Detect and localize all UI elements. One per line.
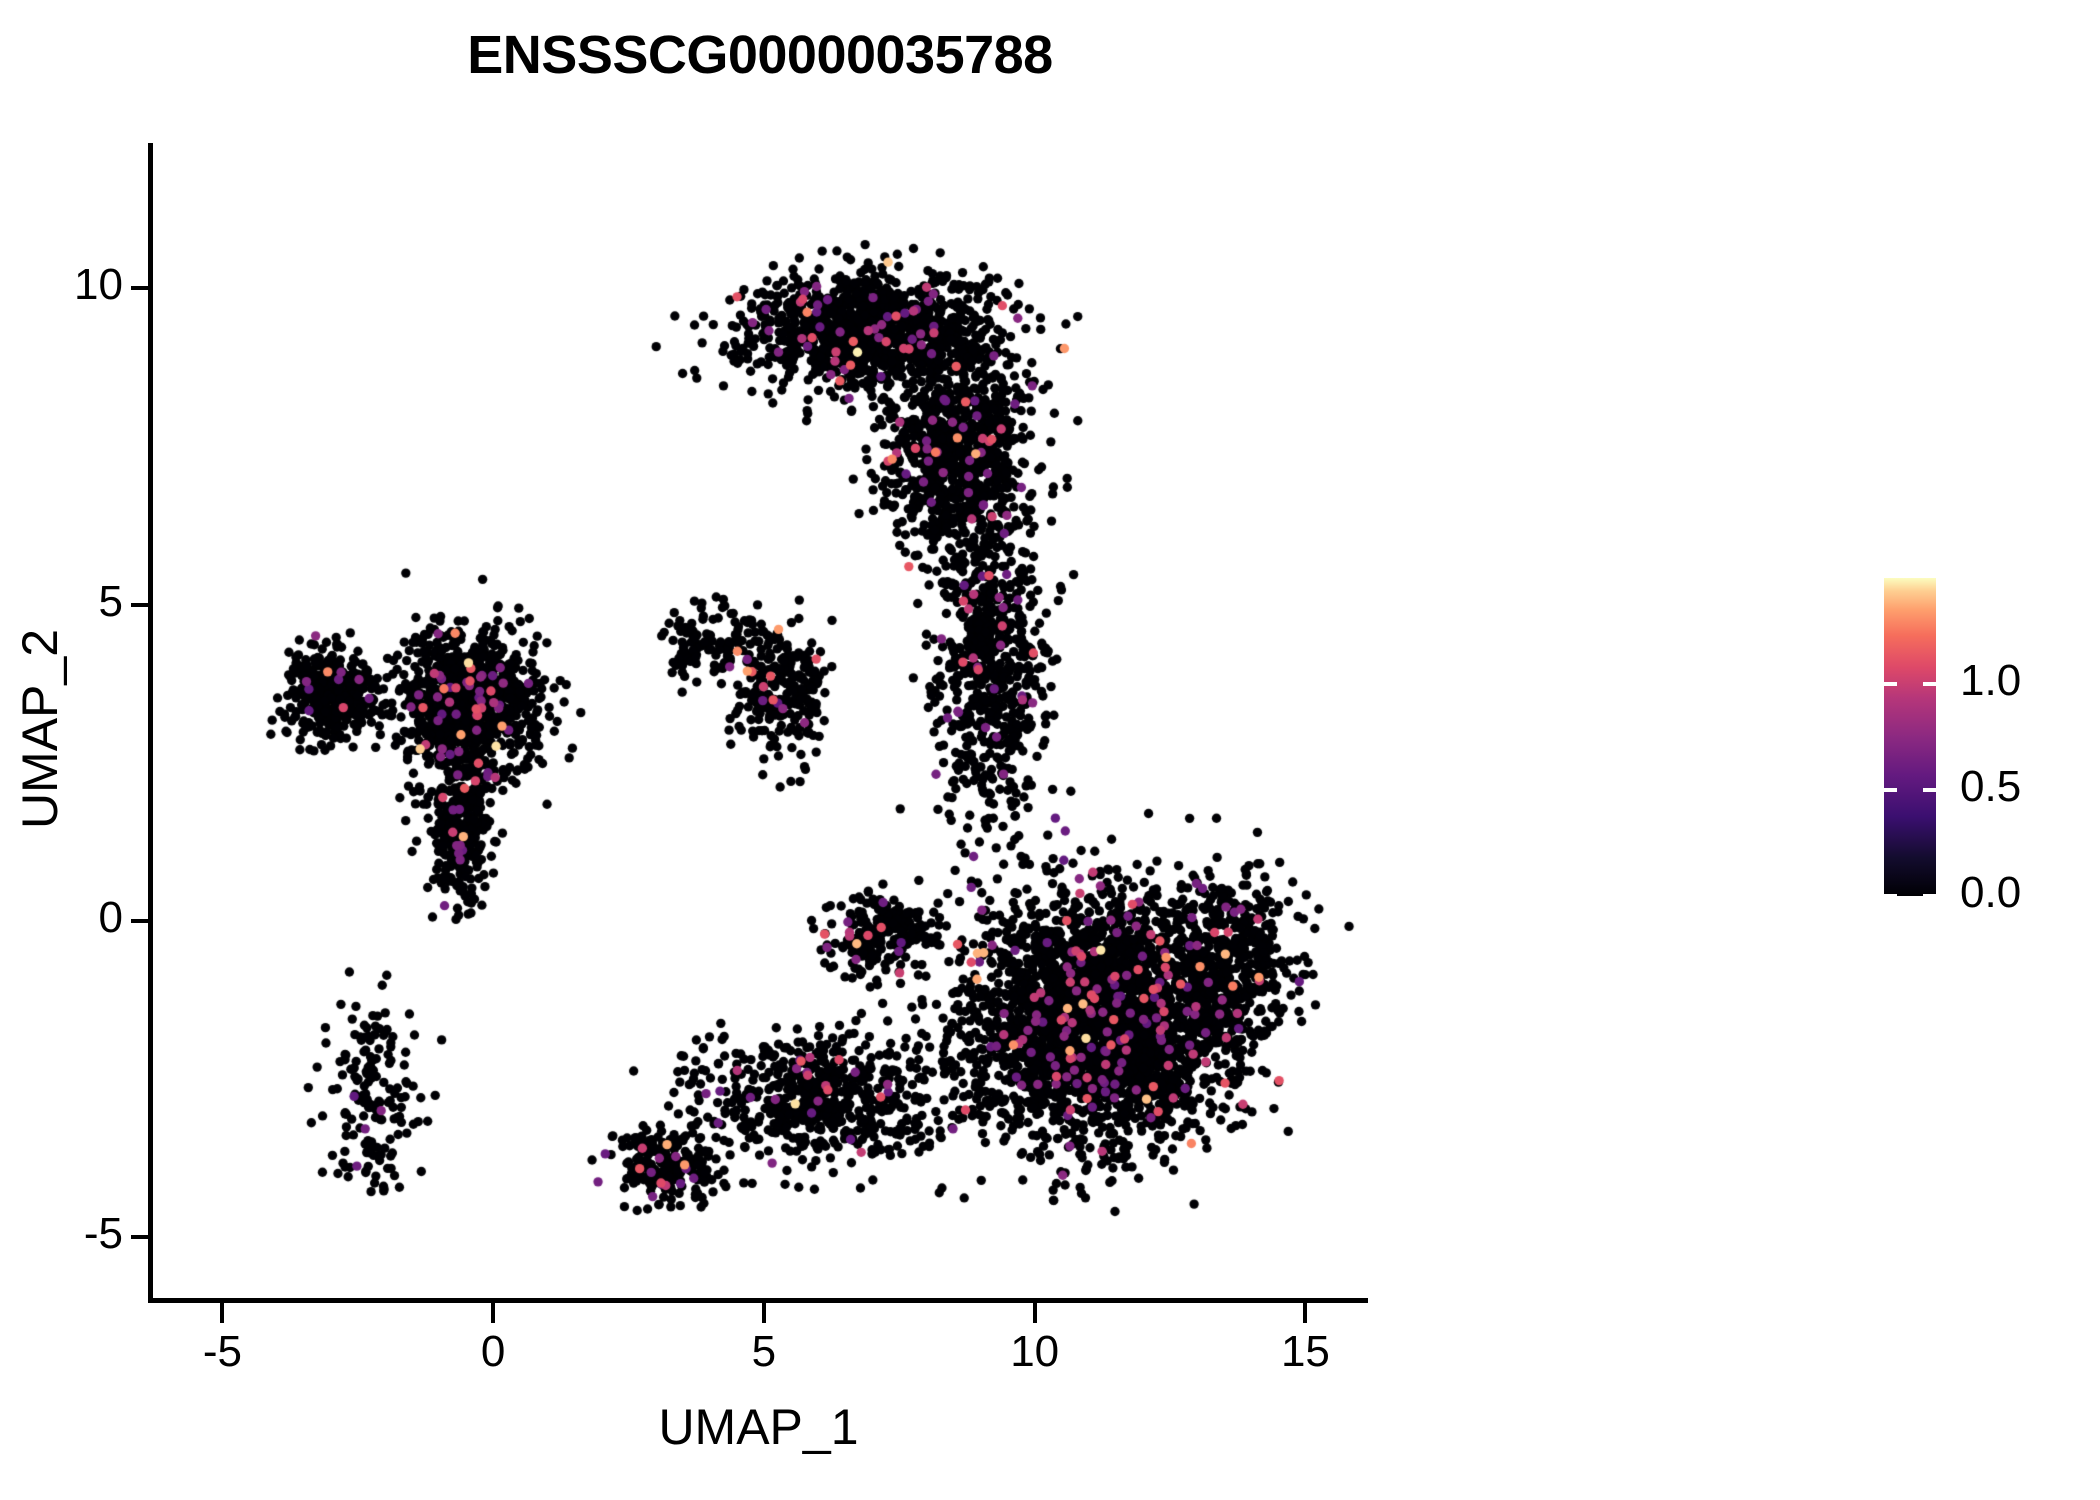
colorbar-tick-mark [1923,788,1936,792]
page-title: ENSSSCG00000035788 [467,25,1053,85]
y-tick-mark [131,918,149,923]
colorbar-gradient [1884,578,1936,896]
y-axis-title: UMAP_2 [12,628,68,830]
colorbar-legend: 1.0 0.5 0.0 [1884,578,2084,917]
x-tick-label: -5 [202,1327,242,1376]
plot-panel [152,143,1365,1300]
y-tick-mark [131,602,149,607]
x-tick-mark [761,1303,766,1323]
x-tick-mark [1032,1303,1037,1323]
x-tick-label: 0 [480,1327,506,1376]
colorbar-tick-label: 0.0 [1960,868,2022,917]
x-axis-line [148,1298,1368,1303]
x-tick-mark [491,1303,496,1323]
y-axis-line [148,143,153,1303]
scatter-points-canvas [152,143,1365,1300]
x-tick-label: 5 [751,1327,777,1376]
y-tick-label: 0 [98,892,123,942]
colorbar-tick-mark [1923,682,1936,686]
x-tick-label: 15 [1280,1327,1330,1376]
y-tick-mark [131,286,149,291]
colorbar-tick-label: 0.5 [1960,762,2022,811]
x-tick-mark [1303,1303,1308,1323]
y-tick-mark [131,1234,149,1239]
y-tick-label: 5 [98,576,123,626]
y-tick-label: -5 [83,1208,123,1258]
y-tick-label: 10 [74,260,123,310]
x-tick-label: 10 [1010,1327,1060,1376]
colorbar-tick-mark [1923,894,1936,898]
colorbar-tick-mark [1884,788,1897,792]
colorbar-tick-label: 1.0 [1960,656,2022,705]
x-tick-mark [220,1303,225,1323]
colorbar-tick-mark [1884,682,1897,686]
x-axis-title: UMAP_1 [658,1399,859,1455]
colorbar-tick-mark [1884,894,1897,898]
